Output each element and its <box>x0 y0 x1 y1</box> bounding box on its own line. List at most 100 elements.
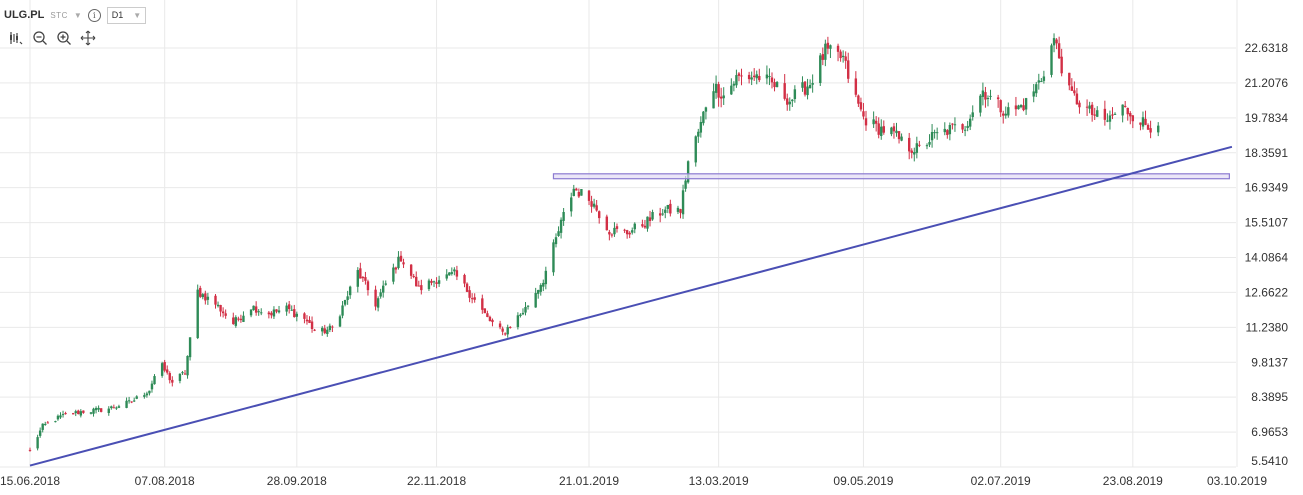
candle <box>648 210 652 227</box>
chevron-down-icon[interactable]: ▼ <box>73 10 82 20</box>
candle <box>1131 114 1135 129</box>
candle <box>806 78 809 100</box>
candle <box>836 43 840 62</box>
candle <box>740 68 743 86</box>
candle <box>183 370 187 375</box>
candle <box>996 94 1000 108</box>
drawing-layer-front[interactable] <box>29 145 1233 467</box>
candle <box>661 209 664 216</box>
candle <box>641 219 644 228</box>
candle <box>791 99 794 107</box>
candle <box>206 292 210 305</box>
candle <box>384 280 387 286</box>
candle <box>521 308 525 316</box>
candle <box>290 305 293 311</box>
candle <box>542 279 545 292</box>
candle <box>285 302 288 316</box>
candle <box>847 52 850 83</box>
candle <box>366 279 370 296</box>
candle <box>539 283 542 296</box>
candle <box>498 320 502 330</box>
x-tick-label: 07.08.2018 <box>135 474 195 488</box>
candle <box>590 195 593 213</box>
candle <box>204 290 207 305</box>
candle <box>801 76 804 92</box>
candle <box>1055 38 1058 50</box>
horizontal-zone[interactable] <box>552 173 1230 180</box>
candle <box>933 129 936 139</box>
candle <box>41 423 44 433</box>
candle <box>702 111 705 126</box>
candle <box>272 306 276 320</box>
candle <box>643 219 647 229</box>
move-crosshair-icon[interactable] <box>80 30 96 46</box>
candle <box>1040 78 1043 83</box>
candle <box>597 210 601 224</box>
candle <box>971 105 974 121</box>
candle <box>897 131 901 144</box>
candle <box>331 325 334 333</box>
candle <box>966 120 969 132</box>
candle <box>1078 100 1081 114</box>
candle <box>915 136 919 159</box>
candle <box>699 116 703 138</box>
candle <box>107 406 110 416</box>
candle <box>163 359 166 373</box>
zoom-out-icon[interactable] <box>32 30 48 46</box>
trendline[interactable] <box>29 145 1233 467</box>
candle <box>999 99 1002 117</box>
candle <box>82 410 85 414</box>
candle <box>918 140 921 148</box>
candle <box>287 300 291 314</box>
candle <box>326 326 329 337</box>
candle <box>981 82 985 106</box>
candle <box>613 222 616 237</box>
candle <box>755 70 758 85</box>
y-tick-label: 16.9349 <box>1245 181 1289 195</box>
candle <box>877 117 880 139</box>
candle <box>872 111 875 128</box>
candle <box>1111 107 1114 120</box>
candle <box>509 326 512 329</box>
candle <box>435 277 438 289</box>
candle <box>181 370 184 375</box>
candle <box>303 312 306 324</box>
candle <box>722 87 725 105</box>
candle <box>1022 98 1025 112</box>
symbol-sub-label[interactable]: STC <box>50 10 68 20</box>
candle <box>168 371 171 384</box>
x-tick-label: 03.10.2019 <box>1207 474 1267 488</box>
y-tick-label: 22.6318 <box>1245 41 1289 55</box>
candle <box>562 208 565 226</box>
candle <box>379 288 382 299</box>
candle <box>166 365 169 375</box>
info-icon[interactable]: i <box>87 8 101 22</box>
candle <box>968 114 972 131</box>
candle <box>803 81 807 97</box>
y-tick-label: 12.6622 <box>1245 285 1289 299</box>
candle <box>56 414 60 421</box>
candle <box>392 263 395 285</box>
candle <box>89 412 93 415</box>
zoom-in-icon[interactable] <box>56 30 72 46</box>
candle <box>437 275 441 287</box>
chart-header: ULG.PL STC ▼ i D1 ▼ <box>4 6 147 24</box>
candle <box>267 310 271 319</box>
candle <box>178 373 182 384</box>
candle <box>587 189 591 206</box>
candle <box>575 187 578 191</box>
candle <box>54 420 57 423</box>
candle <box>453 267 456 276</box>
candle <box>753 68 756 81</box>
candlestick-type-icon[interactable] <box>8 30 24 46</box>
timeframe-select[interactable]: D1 ▼ <box>106 6 147 24</box>
candle <box>448 272 451 276</box>
candle <box>348 285 352 299</box>
candle <box>544 266 548 290</box>
candle <box>735 69 738 88</box>
candle <box>829 44 832 59</box>
candle <box>704 106 708 120</box>
candle <box>732 81 736 92</box>
candle <box>397 251 400 270</box>
